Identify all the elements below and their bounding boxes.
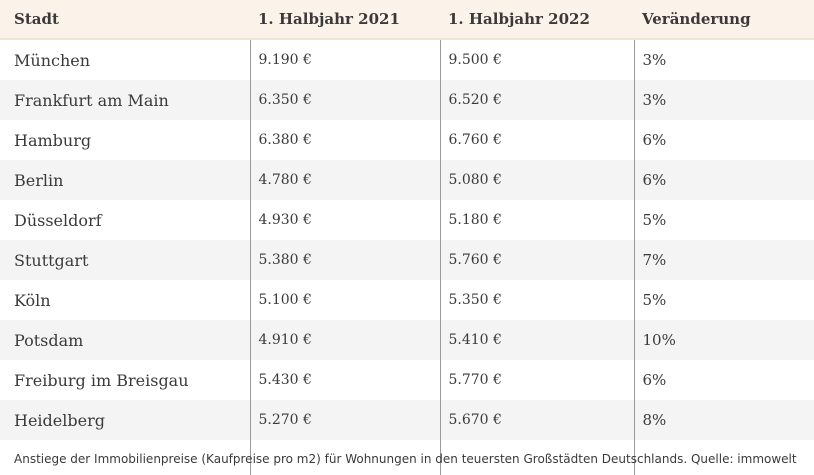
table-row: Stuttgart 5.380 € 5.760 € 7%: [0, 240, 814, 280]
city-cell: Freiburg im Breisgau: [14, 370, 189, 390]
city-cell: München: [14, 50, 91, 70]
change-cell: 8%: [633, 400, 814, 440]
change-cell: 6%: [633, 160, 814, 200]
price-2022-cell: 6.760 €: [439, 120, 634, 160]
table-row: Potsdam 4.910 € 5.410 € 10%: [0, 320, 814, 360]
change-cell: 5%: [633, 280, 814, 320]
change-cell: 3%: [633, 80, 814, 120]
price-2022-cell: 5.180 €: [439, 200, 634, 240]
price-2021-cell: 5.100 €: [249, 280, 440, 320]
price-2022-cell: 5.410 €: [439, 320, 634, 360]
table-row: Heidelberg 5.270 € 5.670 € 8%: [0, 400, 814, 440]
price-2021-cell: 5.430 €: [249, 360, 440, 400]
price-2021-cell: 5.270 €: [249, 400, 440, 440]
caption-divider: [634, 440, 635, 475]
caption-divider: [440, 440, 441, 475]
table-row: Frankfurt am Main 6.350 € 6.520 € 3%: [0, 80, 814, 120]
price-2022-cell: 9.500 €: [439, 39, 634, 80]
header-2021: 1. Halbjahr 2021: [250, 0, 440, 40]
header-row: Stadt 1. Halbjahr 2021 1. Halbjahr 2022 …: [0, 0, 814, 40]
city-cell: Potsdam: [0, 320, 250, 360]
header-2022: 1. Halbjahr 2022: [440, 0, 634, 40]
table-caption: Anstiege der Immobilienpreise (Kaufpreis…: [14, 452, 797, 466]
table-row: Hamburg 6.380 € 6.760 € 6%: [0, 120, 814, 160]
table-header: Stadt 1. Halbjahr 2021 1. Halbjahr 2022 …: [0, 0, 814, 40]
header-city: Stadt: [0, 0, 250, 40]
city-cell: Heidelberg: [0, 400, 250, 440]
table-row: München 9.190 € 9.500 € 3%: [0, 39, 814, 80]
price-2022-cell: 6.520 €: [439, 80, 634, 120]
change-cell: 6%: [633, 360, 814, 400]
city-cell: Stuttgart: [0, 240, 250, 280]
price-2021-cell: 9.190 €: [249, 39, 440, 80]
city-cell: Düsseldorf: [14, 210, 102, 230]
table-row: Berlin 4.780 € 5.080 € 6%: [0, 160, 814, 200]
change-cell: 3%: [633, 39, 814, 80]
price-2021-cell: 4.930 €: [249, 200, 440, 240]
price-table: Stadt 1. Halbjahr 2021 1. Halbjahr 2022 …: [0, 0, 814, 440]
price-2022-cell: 5.350 €: [439, 280, 634, 320]
city-cell: Berlin: [0, 160, 250, 200]
city-cell: Frankfurt am Main: [0, 80, 250, 120]
price-2021-cell: 4.910 €: [249, 320, 440, 360]
change-cell: 5%: [633, 200, 814, 240]
change-cell: 10%: [633, 320, 814, 360]
table-body: München 9.190 € 9.500 € 3% Frankfurt am …: [0, 39, 814, 440]
header-change: Veränderung: [634, 0, 814, 40]
price-2022-cell: 5.770 €: [439, 360, 634, 400]
caption-divider: [250, 440, 251, 475]
table-row: Köln 5.100 € 5.350 € 5%: [0, 280, 814, 320]
price-2022-cell: 5.080 €: [439, 160, 634, 200]
table-row: Düsseldorf 4.930 € 5.180 € 5%: [0, 200, 814, 240]
price-2021-cell: 4.780 €: [249, 160, 440, 200]
change-cell: 6%: [633, 120, 814, 160]
change-cell: 7%: [633, 240, 814, 280]
price-2021-cell: 6.380 €: [249, 120, 440, 160]
price-2022-cell: 5.760 €: [439, 240, 634, 280]
price-2021-cell: 6.350 €: [249, 80, 440, 120]
city-cell: Hamburg: [14, 130, 92, 150]
price-2021-cell: 5.380 €: [249, 240, 440, 280]
city-cell: Köln: [14, 290, 51, 310]
price-2022-cell: 5.670 €: [439, 400, 634, 440]
table-row: Freiburg im Breisgau 5.430 € 5.770 € 6%: [0, 360, 814, 400]
